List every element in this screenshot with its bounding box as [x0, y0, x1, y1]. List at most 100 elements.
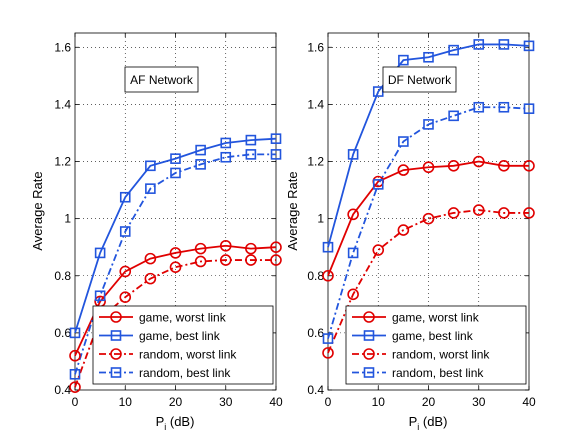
y-tick-label: 0.6: [54, 326, 71, 340]
y-tick-label: 0.6: [307, 326, 324, 340]
data-point: [372, 179, 384, 190]
annotation-box: [382, 66, 457, 93]
legend-marker: [363, 348, 375, 360]
data-point: [69, 327, 81, 339]
data-point: [398, 136, 409, 147]
legend: game, worst link game, best link random, w…: [345, 305, 527, 385]
series-line: [327, 106, 530, 339]
data-point: [523, 207, 535, 219]
y-tick-label: 0.8: [54, 269, 71, 283]
x-tick-label: 20: [169, 395, 183, 409]
data-point: [219, 254, 232, 266]
data-point: [119, 191, 131, 203]
data-point: [472, 155, 485, 168]
y-axis-label: Average Rate: [285, 171, 300, 250]
legend-label: game, worst link: [392, 311, 480, 325]
data-point: [245, 254, 257, 266]
y-axis-label: Average Rate: [30, 171, 45, 250]
series-line: [74, 137, 277, 334]
annotation-text: DF Network: [388, 73, 452, 87]
series-markers: [322, 39, 535, 359]
data-point: [220, 151, 232, 163]
data-point: [498, 160, 510, 172]
series-line: [74, 153, 276, 375]
data-point: [422, 212, 435, 225]
series-line: [327, 160, 529, 277]
series-line: [74, 244, 277, 357]
legend-label: random, best link: [139, 366, 231, 380]
legend-label: game, worst link: [139, 311, 227, 325]
data-point: [270, 254, 282, 266]
data-point: [119, 291, 132, 303]
data-point: [119, 265, 132, 278]
legend-marker: [363, 367, 375, 378]
data-point: [144, 272, 157, 285]
data-point: [144, 252, 157, 265]
data-point: [447, 207, 460, 219]
y-tick-label: 1: [317, 212, 324, 226]
data-point: [194, 242, 207, 255]
series-line: [327, 43, 530, 248]
data-point: [219, 239, 232, 252]
x-tick-label: 10: [119, 395, 133, 409]
chart-df-network: 0 10 20 30 40 0.4 0.6 0.8 1 1.2 1.4 1.6 Average Rat…: [285, 32, 536, 432]
legend-label: game, best link: [139, 329, 221, 343]
legend-box: [92, 305, 274, 385]
y-tick-label: 1: [64, 212, 71, 226]
data-point: [145, 183, 156, 194]
x-axis-label: Pi (dB): [409, 414, 448, 432]
data-point: [523, 160, 535, 172]
data-point: [448, 44, 459, 56]
chart-af-network: 0 10 20 30 40 0.4 0.6 0.8 1 1.2 1.4 1.6 Average Rat…: [30, 32, 283, 432]
data-point: [472, 204, 485, 216]
data-point: [69, 381, 81, 393]
annotation-text: AF Network: [130, 73, 194, 87]
data-point: [322, 269, 334, 282]
data-point: [423, 119, 434, 130]
data-point: [498, 101, 510, 113]
data-point: [170, 167, 181, 179]
data-point: [195, 159, 206, 170]
data-point: [322, 347, 334, 359]
x-tick-label: 10: [372, 395, 386, 409]
axis-ticks: 0 10 20 30 40 0.4 0.6 0.8 1 1.2 1.4 1.6: [54, 33, 283, 409]
data-point: [119, 226, 131, 237]
data-point: [245, 149, 257, 160]
data-point: [94, 247, 106, 259]
series-lines: [327, 43, 530, 354]
data-point: [473, 101, 485, 113]
x-axis-label: Pi (dB): [156, 414, 195, 432]
legend-marker: [110, 330, 122, 341]
data-point: [523, 103, 535, 114]
data-point: [220, 137, 232, 149]
data-point: [322, 333, 334, 344]
data-point: [270, 149, 282, 160]
legend-marker: [363, 311, 375, 323]
data-point: [347, 208, 359, 221]
legend-label: random, worst link: [139, 348, 237, 362]
data-point: [145, 160, 156, 172]
legend-label: game, best link: [392, 329, 474, 343]
data-point: [194, 255, 207, 268]
data-point: [245, 242, 257, 255]
x-tick-label: 0: [325, 395, 332, 409]
y-tick-label: 1.2: [307, 155, 324, 169]
x-tick-label: 30: [472, 395, 486, 409]
data-point: [398, 54, 409, 66]
legend-marker: [363, 330, 375, 341]
data-point: [448, 110, 459, 122]
series-lines: [74, 137, 277, 388]
x-tick-label: 20: [422, 395, 436, 409]
y-tick-label: 0.4: [307, 383, 324, 397]
x-tick-label: 0: [72, 395, 79, 409]
y-tick-label: 1.6: [307, 40, 324, 54]
data-point: [170, 153, 181, 164]
data-point: [347, 288, 359, 301]
y-tick-label: 1.2: [54, 155, 71, 169]
legend-label: random, best link: [392, 366, 484, 380]
data-point: [94, 290, 106, 302]
data-point: [422, 161, 435, 174]
legend-label: random, worst link: [392, 348, 490, 362]
data-point: [169, 261, 182, 273]
